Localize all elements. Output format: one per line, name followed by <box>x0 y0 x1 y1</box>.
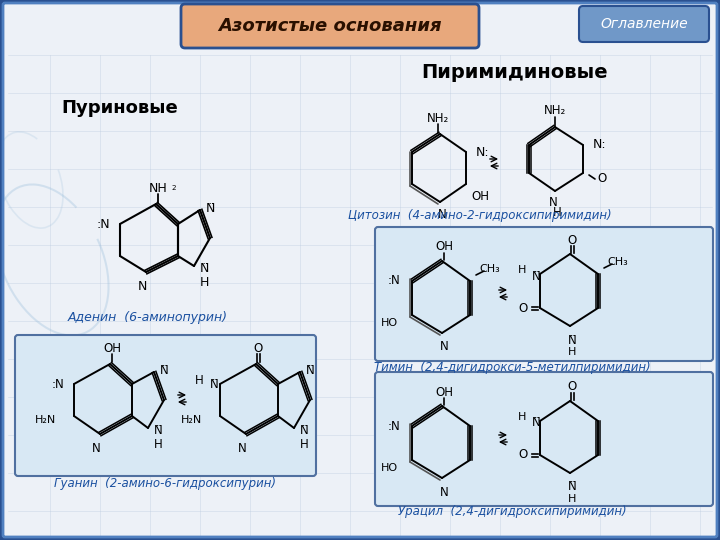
Text: Пиримидиновые: Пиримидиновые <box>422 63 608 82</box>
Text: N: N <box>440 341 449 354</box>
Text: N:: N: <box>593 138 607 152</box>
FancyBboxPatch shape <box>15 335 316 476</box>
Text: O: O <box>567 233 577 246</box>
FancyBboxPatch shape <box>375 372 713 506</box>
Text: Оглавление: Оглавление <box>600 17 688 31</box>
Text: N̈: N̈ <box>531 269 541 282</box>
Text: H: H <box>195 374 204 387</box>
Text: :N: :N <box>387 420 400 433</box>
Text: Тимин  (2,4-дигидрокси-5-метилпиримидин): Тимин (2,4-дигидрокси-5-метилпиримидин) <box>374 361 650 374</box>
Text: HO: HO <box>381 318 398 328</box>
Text: N: N <box>238 442 246 455</box>
Text: N:: N: <box>476 145 490 159</box>
Text: OH: OH <box>103 341 121 354</box>
Text: H: H <box>518 412 526 422</box>
Text: N: N <box>440 485 449 498</box>
Text: N̈: N̈ <box>206 201 215 214</box>
Text: N̈: N̈ <box>210 377 218 390</box>
Text: N̈: N̈ <box>567 334 577 347</box>
Text: N: N <box>438 207 446 220</box>
Text: N̈: N̈ <box>200 261 210 274</box>
Text: O: O <box>253 341 263 354</box>
Text: O: O <box>518 301 528 314</box>
Text: N̈: N̈ <box>154 423 163 436</box>
Text: Аденин  (6-аминопурин): Аденин (6-аминопурин) <box>68 312 228 325</box>
Text: NH₂: NH₂ <box>427 111 449 125</box>
Text: NH₂: NH₂ <box>544 105 566 118</box>
Text: :N: :N <box>96 218 110 231</box>
Text: $_2$: $_2$ <box>171 183 177 193</box>
Text: OH: OH <box>435 386 453 399</box>
Text: O: O <box>597 172 606 186</box>
Text: N̈: N̈ <box>160 363 168 376</box>
Text: O: O <box>567 381 577 394</box>
Text: H₂N: H₂N <box>181 415 202 425</box>
Text: OH: OH <box>435 240 453 253</box>
Text: Азотистые основания: Азотистые основания <box>218 17 442 35</box>
Text: OH: OH <box>471 190 489 202</box>
Text: N̈: N̈ <box>300 423 309 436</box>
Text: CH₃: CH₃ <box>608 257 629 267</box>
Text: N̈: N̈ <box>531 416 541 429</box>
Text: H: H <box>200 275 210 288</box>
Text: N̈: N̈ <box>306 363 315 376</box>
Text: :N: :N <box>387 274 400 287</box>
Text: Цитозин  (4-амино-2-гидроксипиримидин): Цитозин (4-амино-2-гидроксипиримидин) <box>348 208 612 221</box>
Text: NH: NH <box>148 181 167 194</box>
FancyBboxPatch shape <box>181 4 479 48</box>
Text: H₂N: H₂N <box>35 415 56 425</box>
Text: O: O <box>518 449 528 462</box>
Text: H: H <box>300 437 309 450</box>
Text: H: H <box>553 206 562 219</box>
Text: CH₃: CH₃ <box>480 264 500 274</box>
Text: N̈: N̈ <box>567 481 577 494</box>
Text: N: N <box>549 197 557 210</box>
FancyBboxPatch shape <box>375 227 713 361</box>
Text: H: H <box>568 347 576 357</box>
FancyBboxPatch shape <box>579 6 709 42</box>
Text: H: H <box>568 494 576 504</box>
Text: N: N <box>91 442 100 455</box>
Text: H: H <box>154 437 163 450</box>
Text: Урацил  (2,4-дигидроксипиримидин): Урацил (2,4-дигидроксипиримидин) <box>397 505 626 518</box>
Text: N: N <box>138 280 147 293</box>
Text: Пуриновые: Пуриновые <box>62 99 179 117</box>
Text: Гуанин  (2-амино-6-гидроксипурин): Гуанин (2-амино-6-гидроксипурин) <box>54 477 276 490</box>
Text: H: H <box>518 265 526 275</box>
Text: HO: HO <box>381 463 398 473</box>
Text: :N: :N <box>51 377 64 390</box>
